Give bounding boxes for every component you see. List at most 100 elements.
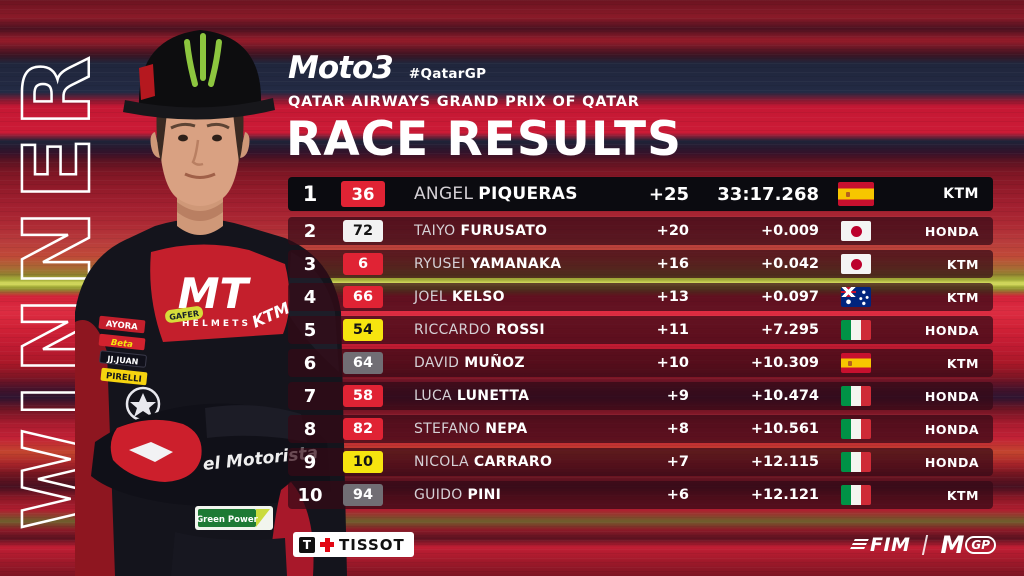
rider-number: 54: [343, 319, 383, 341]
position: 4: [303, 286, 317, 308]
sponsor-patches: AYORA Beta JJ.JUAN PIRELLI: [98, 315, 148, 386]
points-gained: +10: [656, 355, 689, 371]
manufacturer: HONDA: [924, 388, 979, 404]
position: 8: [303, 418, 317, 440]
suit-brand-sub: H E L M E T S: [182, 319, 248, 329]
manufacturer: KTM: [946, 355, 979, 371]
monster-logo: [184, 33, 222, 87]
rider-number: 64: [343, 352, 383, 374]
points-gained: +11: [656, 322, 689, 338]
country-flag: [841, 419, 871, 439]
swiss-cross-icon: [320, 537, 334, 552]
rider-name: JOEL KELSO: [414, 289, 505, 305]
points-gained: +7: [666, 454, 689, 470]
manufacturer: KTM: [946, 256, 979, 272]
event-name: QATAR AIRWAYS GRAND PRIX OF QATAR: [288, 94, 640, 110]
page-title: RACE RESULTS: [286, 112, 682, 167]
result-row: 10 94 GUIDO PINI +6 +12.121 KTM: [288, 481, 993, 509]
svg-text:PIRELLI: PIRELLI: [105, 371, 142, 385]
points-gained: +16: [656, 256, 689, 272]
result-row: 5 54 RICCARDO ROSSI +11 +7.295 HONDA: [288, 316, 993, 344]
motogp-logo: M GP: [940, 531, 996, 559]
header: Moto3 #QatarGP QATAR AIRWAYS GRAND PRIX …: [286, 50, 682, 167]
time-gap: +10.561: [750, 421, 819, 437]
face: [158, 108, 242, 206]
result-row: 1 36 ANGEL PIQUERAS +25 33:17.268 KTM: [288, 177, 993, 211]
fim-wing-icon: [849, 539, 869, 551]
result-row: 3 6 RYUSEI YAMANAKA +16 +0.042 KTM: [288, 250, 993, 278]
country-flag: [841, 287, 871, 307]
rider-number: 94: [343, 484, 383, 506]
country-flag: [841, 353, 871, 373]
svg-text:Green Power: Green Power: [196, 515, 258, 525]
points-gained: +8: [666, 421, 689, 437]
time-gap: +10.309: [750, 355, 819, 371]
rider-name: NICOLA CARRARO: [414, 454, 553, 470]
position: 2: [303, 220, 317, 242]
rider-name: LUCA LUNETTA: [414, 388, 530, 404]
country-flag: [841, 452, 871, 472]
time-gap: +0.042: [760, 256, 819, 272]
points-gained: +9: [666, 388, 689, 404]
svg-text:Beta: Beta: [110, 338, 133, 350]
manufacturer: KTM: [946, 487, 979, 503]
position: 9: [303, 451, 317, 473]
position: 5: [303, 319, 317, 341]
moto3-logo: Moto3: [288, 50, 394, 86]
tissot-t-mark: T: [299, 536, 315, 553]
points-gained: +6: [666, 487, 689, 503]
manufacturer: HONDA: [924, 454, 979, 470]
position: 7: [303, 385, 317, 407]
rider-number: 72: [343, 220, 383, 242]
result-row: 6 64 DAVID MUÑOZ +10 +10.309 KTM: [288, 349, 993, 377]
tissot-logo: T TISSOT: [293, 532, 414, 557]
points-gained: +20: [656, 223, 689, 239]
rider-name: GUIDO PINI: [414, 487, 502, 503]
country-flag: [838, 182, 874, 206]
country-flag: [841, 254, 871, 274]
time-gap: 33:17.268: [717, 183, 819, 205]
hair: [156, 104, 167, 162]
time-gap: +7.295: [760, 322, 819, 338]
rider-name: ANGEL PIQUERAS: [414, 184, 578, 204]
manufacturer: KTM: [943, 186, 979, 202]
time-gap: +0.009: [760, 223, 819, 239]
logo-separator: [922, 535, 929, 555]
rider-number: 58: [343, 385, 383, 407]
rider-name: DAVID MUÑOZ: [414, 355, 525, 371]
manufacturer: HONDA: [924, 223, 979, 239]
result-row: 7 58 LUCA LUNETTA +9 +10.474 HONDA: [288, 382, 993, 410]
result-row: 4 66 JOEL KELSO +13 +0.097 KTM: [288, 283, 993, 311]
rider-photo: MT H E L M E T S KTM GAFER AYORA Beta JJ…: [75, 30, 347, 576]
manufacturer: HONDA: [924, 322, 979, 338]
time-gap: +12.121: [750, 487, 819, 503]
result-row: 9 10 NICOLA CARRARO +7 +12.115 HONDA: [288, 448, 993, 476]
country-flag: [841, 485, 871, 505]
event-hashtag: #QatarGP: [408, 66, 487, 82]
rider-number: 82: [343, 418, 383, 440]
country-flag: [841, 221, 871, 241]
points-gained: +25: [648, 183, 689, 205]
rider-number: 6: [343, 253, 383, 275]
rider-name: STEFANO NEPA: [414, 421, 528, 437]
country-flag: [841, 386, 871, 406]
results-table: 1 36 ANGEL PIQUERAS +25 33:17.268 KTM 2 7…: [288, 177, 993, 514]
result-row: 8 82 STEFANO NEPA +8 +10.561 HONDA: [288, 415, 993, 443]
time-gap: +12.115: [750, 454, 819, 470]
rider-number: 66: [343, 286, 383, 308]
position: 1: [302, 182, 318, 206]
country-flag: [841, 320, 871, 340]
position: 3: [303, 253, 317, 275]
manufacturer: KTM: [946, 289, 979, 305]
rider-name: RICCARDO ROSSI: [414, 322, 545, 338]
cap-side-patch: [139, 64, 155, 100]
points-gained: +13: [656, 289, 689, 305]
rider-name: RYUSEI YAMANAKA: [414, 256, 562, 272]
position: 6: [303, 352, 317, 374]
rider-number: 36: [341, 181, 385, 207]
svg-text:AYORA: AYORA: [105, 319, 138, 332]
sponsor-gafer: GAFER: [169, 309, 200, 322]
time-gap: +10.474: [750, 388, 819, 404]
rider-name: TAIYO FURUSATO: [414, 223, 548, 239]
